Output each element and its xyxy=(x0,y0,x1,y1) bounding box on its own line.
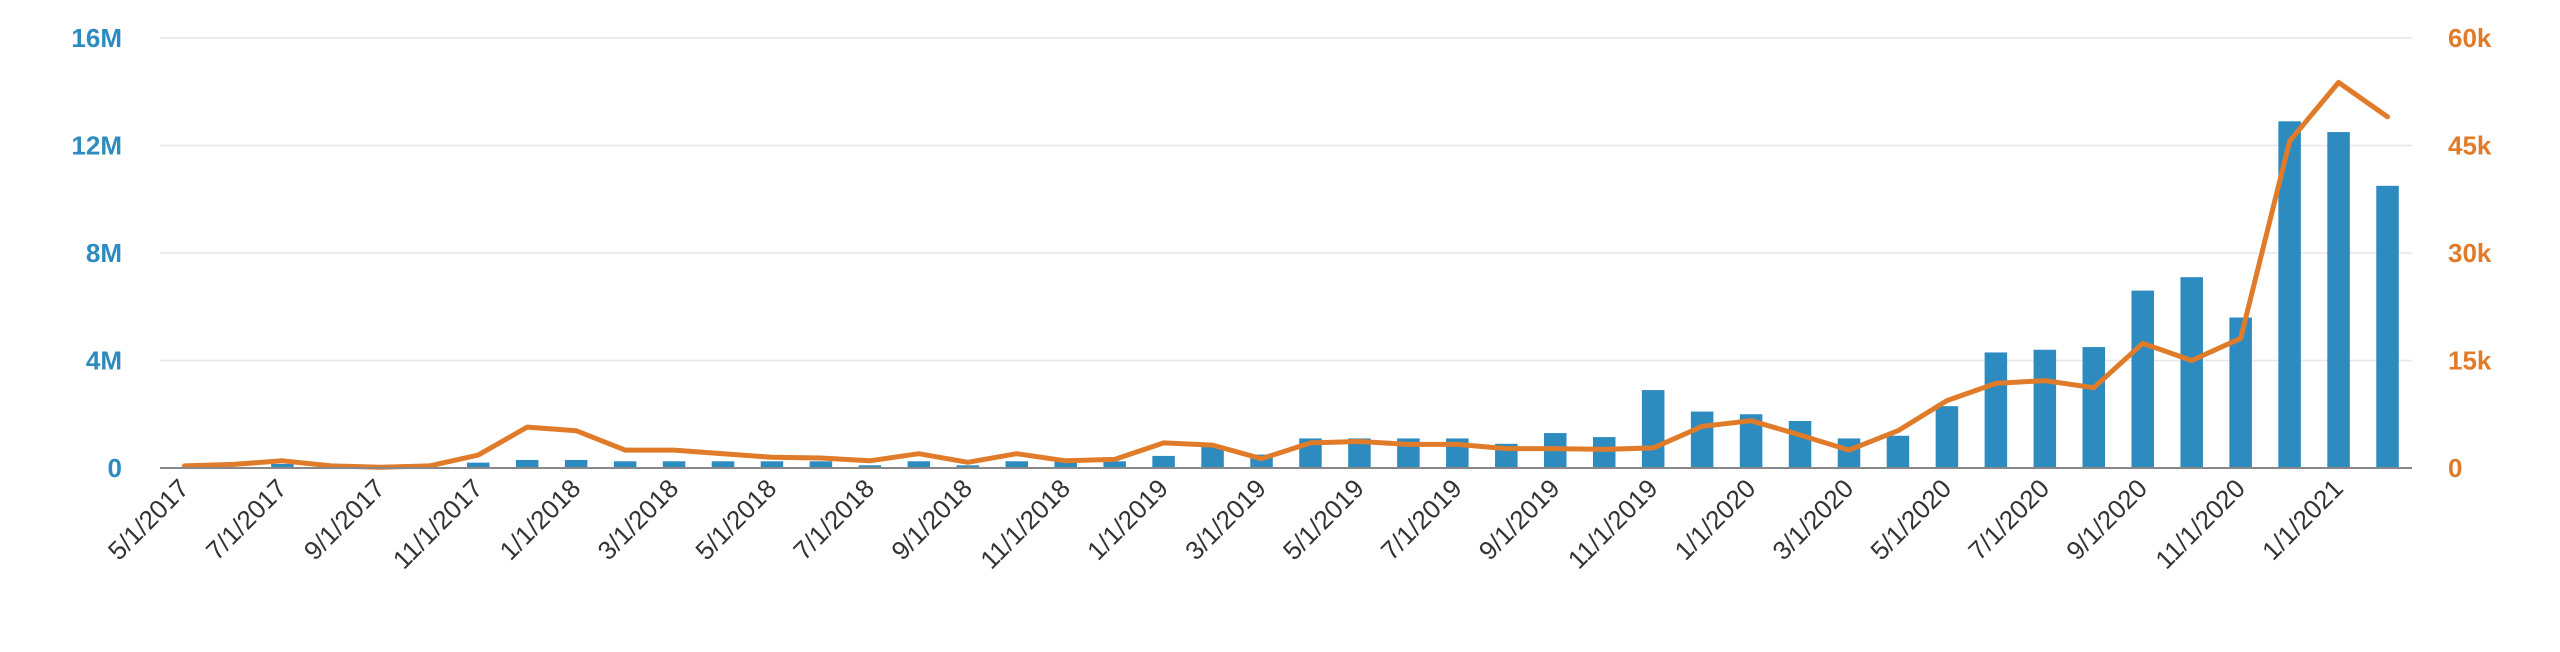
x-axis-tick-label: 11/1/2017 xyxy=(387,473,489,575)
x-axis-tick-label: 9/1/2017 xyxy=(298,473,391,566)
x-axis-tick-label: 1/1/2020 xyxy=(1669,473,1762,566)
left-axis-tick-label: 0 xyxy=(108,453,122,483)
bar xyxy=(2131,290,2154,468)
bar xyxy=(1788,420,1812,468)
line-series-path xyxy=(182,79,2390,470)
left-axis-tick-label: 12M xyxy=(71,131,122,161)
gridlines xyxy=(160,37,2412,362)
right-axis: 0 15k 30k 45k 60k xyxy=(2448,23,2492,483)
bar xyxy=(1886,435,1910,468)
bar xyxy=(613,461,637,468)
bar xyxy=(2033,349,2057,468)
x-axis-tick-label: 1/1/2021 xyxy=(2256,473,2349,566)
bar xyxy=(760,461,784,468)
bar xyxy=(1348,438,1371,468)
bar xyxy=(662,461,686,468)
bar xyxy=(858,465,882,468)
right-axis-tick-label: 15k xyxy=(2448,346,2492,376)
bar xyxy=(1005,461,1028,468)
x-axis-tick-label: 11/1/2020 xyxy=(2149,473,2251,575)
bar xyxy=(2082,347,2106,468)
bar-series xyxy=(173,121,2399,468)
bar xyxy=(809,461,833,468)
bar xyxy=(1592,437,1616,468)
bar xyxy=(711,461,735,468)
bar xyxy=(1739,414,1763,468)
bar xyxy=(466,462,490,468)
left-axis-tick-label: 4M xyxy=(86,346,122,376)
left-axis: 0 4M 8M 12M 16M xyxy=(71,23,122,483)
x-axis-tick-label: 7/1/2020 xyxy=(1962,473,2055,566)
bar xyxy=(1837,438,1861,468)
bar xyxy=(515,459,539,468)
left-axis-tick-label: 8M xyxy=(86,238,122,268)
bar xyxy=(1641,390,1665,468)
x-axis-tick-label: 1/1/2018 xyxy=(494,473,587,566)
x-axis-tick-label: 7/1/2018 xyxy=(787,473,880,566)
right-axis-tick-label: 0 xyxy=(2448,453,2462,483)
x-axis-tick-label: 5/1/2018 xyxy=(689,473,782,566)
bar xyxy=(1690,411,1714,468)
x-axis-tick-label: 3/1/2020 xyxy=(1766,473,1859,566)
x-axis-tick-label: 3/1/2018 xyxy=(592,473,685,566)
bar xyxy=(1984,352,2008,468)
bar xyxy=(2376,185,2399,468)
x-axis-tick-label: 9/1/2019 xyxy=(1473,473,1566,566)
x-axis-tick-label: 3/1/2019 xyxy=(1179,473,1272,566)
right-axis-tick-label: 60k xyxy=(2448,23,2492,53)
x-axis-tick-label: 9/1/2018 xyxy=(885,473,978,566)
bar xyxy=(2180,277,2203,468)
x-axis-tick-label: 1/1/2019 xyxy=(1081,473,1174,566)
bar xyxy=(2327,132,2350,468)
bar xyxy=(2278,121,2301,468)
x-axis-tick-label: 5/1/2019 xyxy=(1277,473,1370,566)
x-axis-tick-label: 9/1/2020 xyxy=(2060,473,2153,566)
x-axis-tick-label: 11/1/2018 xyxy=(974,473,1076,575)
right-axis-tick-label: 30k xyxy=(2448,238,2492,268)
bar xyxy=(907,461,931,468)
right-axis-tick-label: 45k xyxy=(2448,131,2492,161)
x-axis-tick-label: 5/1/2020 xyxy=(1864,473,1957,566)
x-axis-tick-label: 7/1/2017 xyxy=(200,473,293,566)
bar xyxy=(1103,461,1126,468)
bar xyxy=(2229,317,2252,468)
bar xyxy=(271,463,294,468)
x-axis-tick-label: 5/1/2017 xyxy=(102,473,195,566)
bar xyxy=(1201,446,1224,468)
bar xyxy=(1935,406,1959,468)
line-series xyxy=(182,79,2390,470)
bar xyxy=(564,459,588,468)
bar xyxy=(956,465,980,468)
x-axis-tick-label: 11/1/2019 xyxy=(1562,473,1664,575)
bar xyxy=(1152,455,1175,468)
x-axis-tick-label: 7/1/2019 xyxy=(1375,473,1468,566)
left-axis-tick-label: 16M xyxy=(71,23,122,53)
bar xyxy=(1054,461,1077,468)
